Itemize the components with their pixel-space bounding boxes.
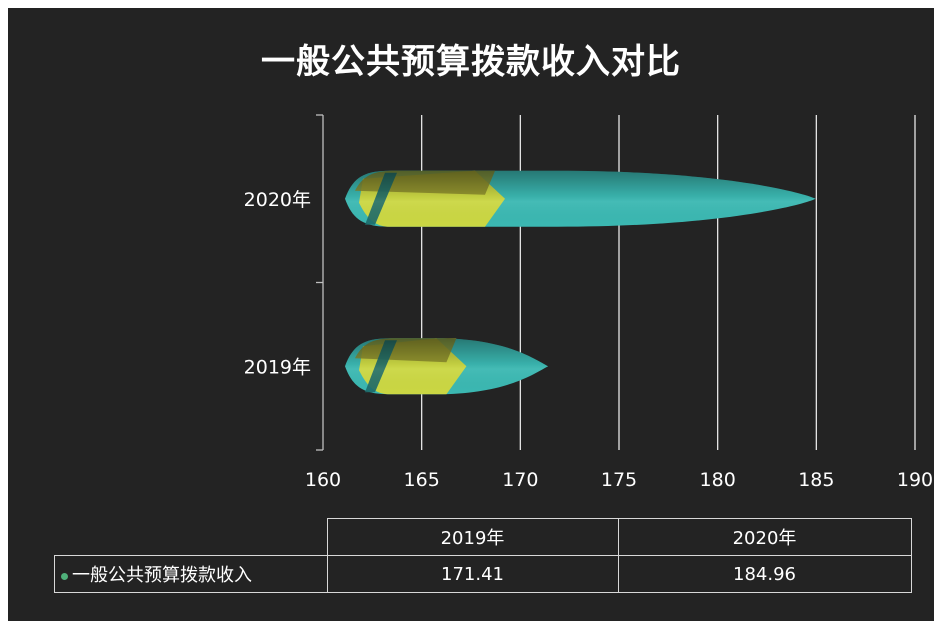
x-tick-label: 165 [404, 469, 440, 491]
data-table-row-label: 一般公共预算拨款收入 [54, 555, 328, 593]
data-table-cell: 171.41 [326, 555, 619, 593]
y-category-label: 2019年 [244, 356, 311, 378]
data-table-header: 2020年 [617, 518, 912, 556]
y-category-label: 2020年 [244, 189, 311, 211]
x-tick-label: 180 [700, 469, 736, 491]
chart-frame: 一般公共预算拨款收入对比 160 165 170 175 180 185 190 2019年 2… [8, 8, 934, 621]
bar-shading [345, 170, 816, 227]
x-tick-label: 190 [897, 469, 933, 491]
data-table-cell: 184.96 [617, 555, 912, 593]
x-tick-label: 175 [601, 469, 637, 491]
x-tick-label: 185 [798, 469, 834, 491]
chart-title: 一般公共预算拨款收入对比 [261, 42, 681, 82]
legend-label: 一般公共预算拨款收入 [72, 565, 252, 586]
x-tick-label: 170 [502, 469, 538, 491]
data-table: 2019年 2020年 一般公共预算拨款收入 171.41 184.96 [54, 518, 912, 593]
bar-shading [345, 338, 549, 395]
x-tick-label: 160 [305, 469, 341, 491]
data-table-header: 2019年 [326, 518, 619, 556]
data-table-row: 一般公共预算拨款收入 171.41 184.96 [54, 555, 912, 593]
data-table-header-row: 2019年 2020年 [54, 518, 912, 556]
data-table-corner [54, 518, 328, 556]
chart-plot: 160 165 170 175 180 185 190 2019年 2020年 [244, 114, 933, 491]
legend-marker-icon [61, 572, 68, 580]
